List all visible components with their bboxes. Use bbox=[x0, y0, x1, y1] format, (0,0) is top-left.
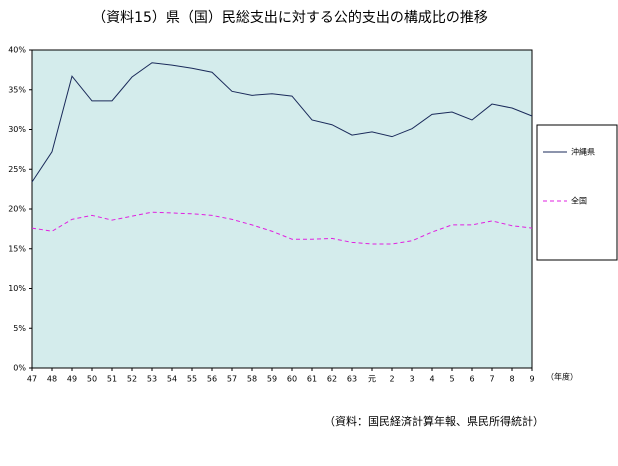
y-tick-label: 25% bbox=[8, 165, 26, 174]
x-tick-label: 61 bbox=[307, 375, 317, 384]
y-tick-label: 35% bbox=[8, 85, 26, 94]
x-tick-label: 58 bbox=[247, 375, 257, 384]
y-tick-label: 40% bbox=[8, 46, 26, 55]
x-tick-label: 2 bbox=[389, 375, 394, 384]
series-line bbox=[31, 62, 533, 183]
source-note: （資料：国民経済計算年報、県民所得統計） bbox=[324, 414, 544, 428]
x-tick-label: 8 bbox=[509, 375, 514, 384]
y-tick-label: 20% bbox=[8, 205, 26, 214]
x-tick-label: 57 bbox=[227, 375, 237, 384]
plot-area bbox=[31, 49, 533, 369]
y-tick-label: 0% bbox=[13, 364, 26, 373]
x-tick-label: 56 bbox=[207, 375, 217, 384]
x-tick-label: 54 bbox=[167, 375, 177, 384]
x-tick-label: 48 bbox=[47, 375, 57, 384]
x-tick-label: 7 bbox=[489, 375, 494, 384]
x-tick-label: 50 bbox=[87, 375, 97, 384]
x-tick-label: 3 bbox=[409, 375, 414, 384]
x-tick-label: 62 bbox=[327, 375, 337, 384]
x-tick-label: 52 bbox=[127, 375, 137, 384]
legend-label: 沖縄県 bbox=[571, 147, 595, 157]
x-tick-label: 6 bbox=[469, 375, 474, 384]
x-axis-label: （年度） bbox=[546, 372, 578, 382]
x-tick-label: 51 bbox=[107, 375, 117, 384]
y-tick-label: 10% bbox=[8, 284, 26, 293]
legend-label: 全国 bbox=[571, 196, 587, 206]
x-tick-label: 元 bbox=[368, 375, 376, 384]
x-tick-label: 60 bbox=[287, 375, 297, 384]
x-tick-label: 59 bbox=[267, 375, 277, 384]
x-tick-label: 53 bbox=[147, 375, 157, 384]
y-tick-label: 30% bbox=[8, 125, 26, 134]
series-line bbox=[31, 211, 533, 245]
legend-box bbox=[536, 124, 618, 261]
x-tick-label: 9 bbox=[529, 375, 534, 384]
x-tick-label: 63 bbox=[347, 375, 357, 384]
x-tick-label: 5 bbox=[449, 375, 454, 384]
x-tick-label: 4 bbox=[429, 375, 434, 384]
x-tick-label: 49 bbox=[67, 375, 77, 384]
x-tick-label: 47 bbox=[27, 375, 37, 384]
chart-title: （資料15）県（国）民総支出に対する公的支出の構成比の推移 bbox=[92, 10, 488, 26]
y-tick-label: 15% bbox=[8, 244, 26, 253]
y-tick-label: 5% bbox=[13, 324, 26, 333]
x-tick-label: 55 bbox=[187, 375, 197, 384]
